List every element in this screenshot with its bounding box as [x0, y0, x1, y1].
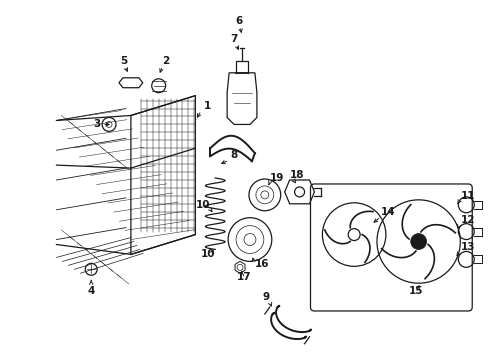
Text: 18: 18 [290, 170, 304, 180]
Text: 16: 16 [255, 259, 270, 269]
Text: 11: 11 [460, 191, 475, 201]
Text: 14: 14 [381, 207, 395, 217]
Text: 4: 4 [87, 286, 95, 296]
Text: 10: 10 [200, 249, 215, 260]
Text: 5: 5 [120, 56, 127, 66]
Text: 15: 15 [409, 286, 423, 296]
Text: 2: 2 [162, 56, 169, 66]
Text: 3: 3 [93, 120, 100, 130]
Text: 12: 12 [460, 215, 475, 225]
Text: 9: 9 [263, 292, 270, 302]
Circle shape [411, 234, 427, 249]
Text: 7: 7 [230, 34, 238, 44]
Text: 1: 1 [203, 100, 211, 111]
Text: 10: 10 [196, 200, 210, 210]
Text: 17: 17 [237, 272, 252, 282]
Text: 19: 19 [270, 173, 284, 183]
Text: 8: 8 [230, 150, 237, 160]
Text: 6: 6 [235, 16, 243, 26]
Text: 13: 13 [460, 243, 475, 252]
